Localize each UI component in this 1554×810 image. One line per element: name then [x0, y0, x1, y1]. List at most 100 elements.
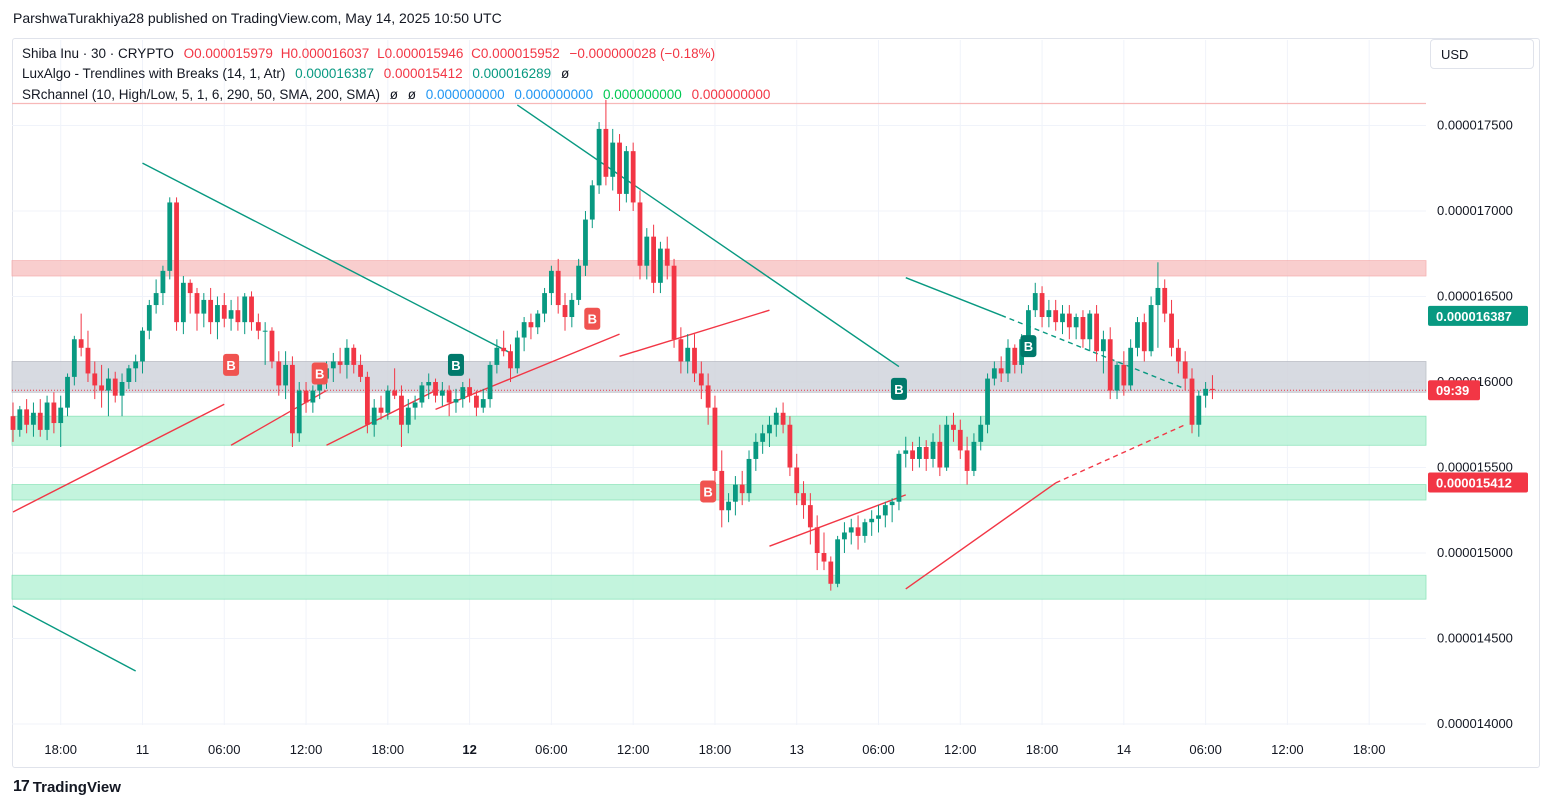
candle-body — [262, 330, 268, 332]
candle-body — [460, 387, 466, 400]
x-tick-label: 11 — [136, 742, 150, 757]
candle-body — [221, 305, 227, 319]
candle-body — [780, 412, 786, 425]
candle-body — [678, 339, 684, 362]
candle-body — [201, 299, 207, 314]
candle-body — [446, 390, 452, 403]
candle-body — [37, 412, 43, 430]
candle-body — [1046, 310, 1052, 318]
x-tick-label: 12:00 — [617, 742, 650, 757]
price-label: 09:39 — [1428, 380, 1480, 401]
open-value: O0.000015979 — [183, 46, 273, 61]
candle-body — [1039, 293, 1045, 318]
x-tick-label: 12:00 — [944, 742, 977, 757]
indicator1-value-3: 0.000016289 — [472, 66, 552, 81]
candle-body — [439, 390, 445, 396]
candle-body — [603, 128, 609, 177]
candle-body — [187, 282, 193, 294]
trendline-red — [769, 494, 907, 547]
candle-body — [508, 351, 513, 369]
candle-body — [255, 322, 261, 331]
break-signals: B B B B B B B — [223, 307, 1037, 503]
candle-body — [882, 505, 888, 516]
indicator1-name[interactable]: LuxAlgo - Trendlines with Breaks (14, 1,… — [22, 66, 286, 81]
candle-body — [910, 450, 915, 459]
y-tick-label: 0.000015500 — [1437, 460, 1513, 475]
candle-body — [405, 407, 411, 425]
candle-body — [126, 368, 132, 382]
candle-body — [548, 270, 554, 294]
price-label-bg — [1428, 472, 1528, 493]
candle-body — [180, 282, 186, 323]
candle-body — [623, 151, 629, 194]
price-label-bg — [1428, 380, 1480, 401]
candle-body — [1148, 305, 1154, 352]
break-signal-red: B — [584, 307, 601, 330]
candle-body — [821, 553, 827, 562]
candle-body — [589, 185, 595, 220]
currency-button[interactable]: USD — [1430, 39, 1534, 69]
y-tick-label: 0.000017000 — [1437, 203, 1513, 218]
x-tick-label: 18:00 — [1026, 742, 1059, 757]
candle-body — [1094, 313, 1099, 352]
candle-body — [1169, 313, 1174, 348]
candle-body — [392, 390, 398, 396]
x-tick-label: 12:00 — [1271, 742, 1304, 757]
candle-body — [194, 293, 200, 314]
candle-body — [310, 390, 316, 403]
indicator1-value-1: 0.000016387 — [295, 66, 374, 81]
candle-body — [140, 330, 145, 362]
trendline-red — [12, 403, 225, 513]
low-value: L0.000015946 — [377, 46, 464, 61]
signal-label: B — [1024, 339, 1033, 354]
candle-body — [1101, 339, 1106, 352]
candle-body — [58, 407, 64, 424]
candle-body — [930, 441, 936, 459]
candle-body — [276, 361, 282, 386]
indicator1-value-2: 0.000015412 — [383, 66, 463, 81]
candle-body — [596, 128, 602, 186]
candle-body — [842, 532, 847, 540]
signal-badge — [890, 377, 907, 400]
candle-body — [651, 236, 657, 283]
candle-body — [31, 412, 36, 425]
candle-body — [644, 236, 650, 266]
y-tick-label: 0.000014500 — [1437, 631, 1513, 646]
candle-body — [951, 424, 956, 430]
candle-body — [937, 441, 943, 468]
x-tick-label: 18:00 — [372, 742, 405, 757]
candle-body — [1060, 313, 1065, 323]
candle-body — [1026, 310, 1031, 340]
trendline-green — [905, 277, 1002, 316]
x-tick-label: 06:00 — [535, 742, 568, 757]
candle-body — [835, 539, 841, 584]
legend-indicator-1: LuxAlgo - Trendlines with Breaks (14, 1,… — [22, 66, 575, 81]
candle-body — [371, 407, 377, 425]
candle-body — [17, 409, 23, 430]
candle-body — [903, 450, 909, 454]
candle-body — [1066, 313, 1072, 328]
x-tick-label: 06:00 — [1189, 742, 1222, 757]
candle-body — [698, 373, 704, 386]
candle-body — [174, 202, 179, 323]
candle-body — [249, 296, 254, 323]
trendline-red — [1055, 424, 1186, 484]
x-tick-label: 13 — [789, 742, 803, 757]
trendline-green — [1000, 314, 1186, 390]
candle-body — [92, 373, 98, 386]
indicator2-name[interactable]: SRchannel (10, High/Low, 5, 1, 6, 290, 5… — [22, 87, 380, 102]
candle-body — [787, 424, 793, 468]
candle-body — [1182, 361, 1188, 379]
break-signal-red: B — [311, 362, 328, 385]
candle-body — [528, 322, 534, 328]
publisher-text: ParshwaTurakhiya28 published on TradingV… — [13, 10, 502, 26]
candle-body — [855, 527, 861, 536]
candle-body — [1210, 388, 1215, 391]
candle-body — [896, 453, 902, 502]
symbol-label[interactable]: Shiba Inu · 30 · CRYPTO — [22, 46, 174, 61]
signal-label: B — [226, 358, 235, 373]
candle-body — [10, 416, 16, 430]
candle-body — [971, 441, 977, 471]
tradingview-brand[interactable]: 17 TradingView — [13, 778, 121, 796]
